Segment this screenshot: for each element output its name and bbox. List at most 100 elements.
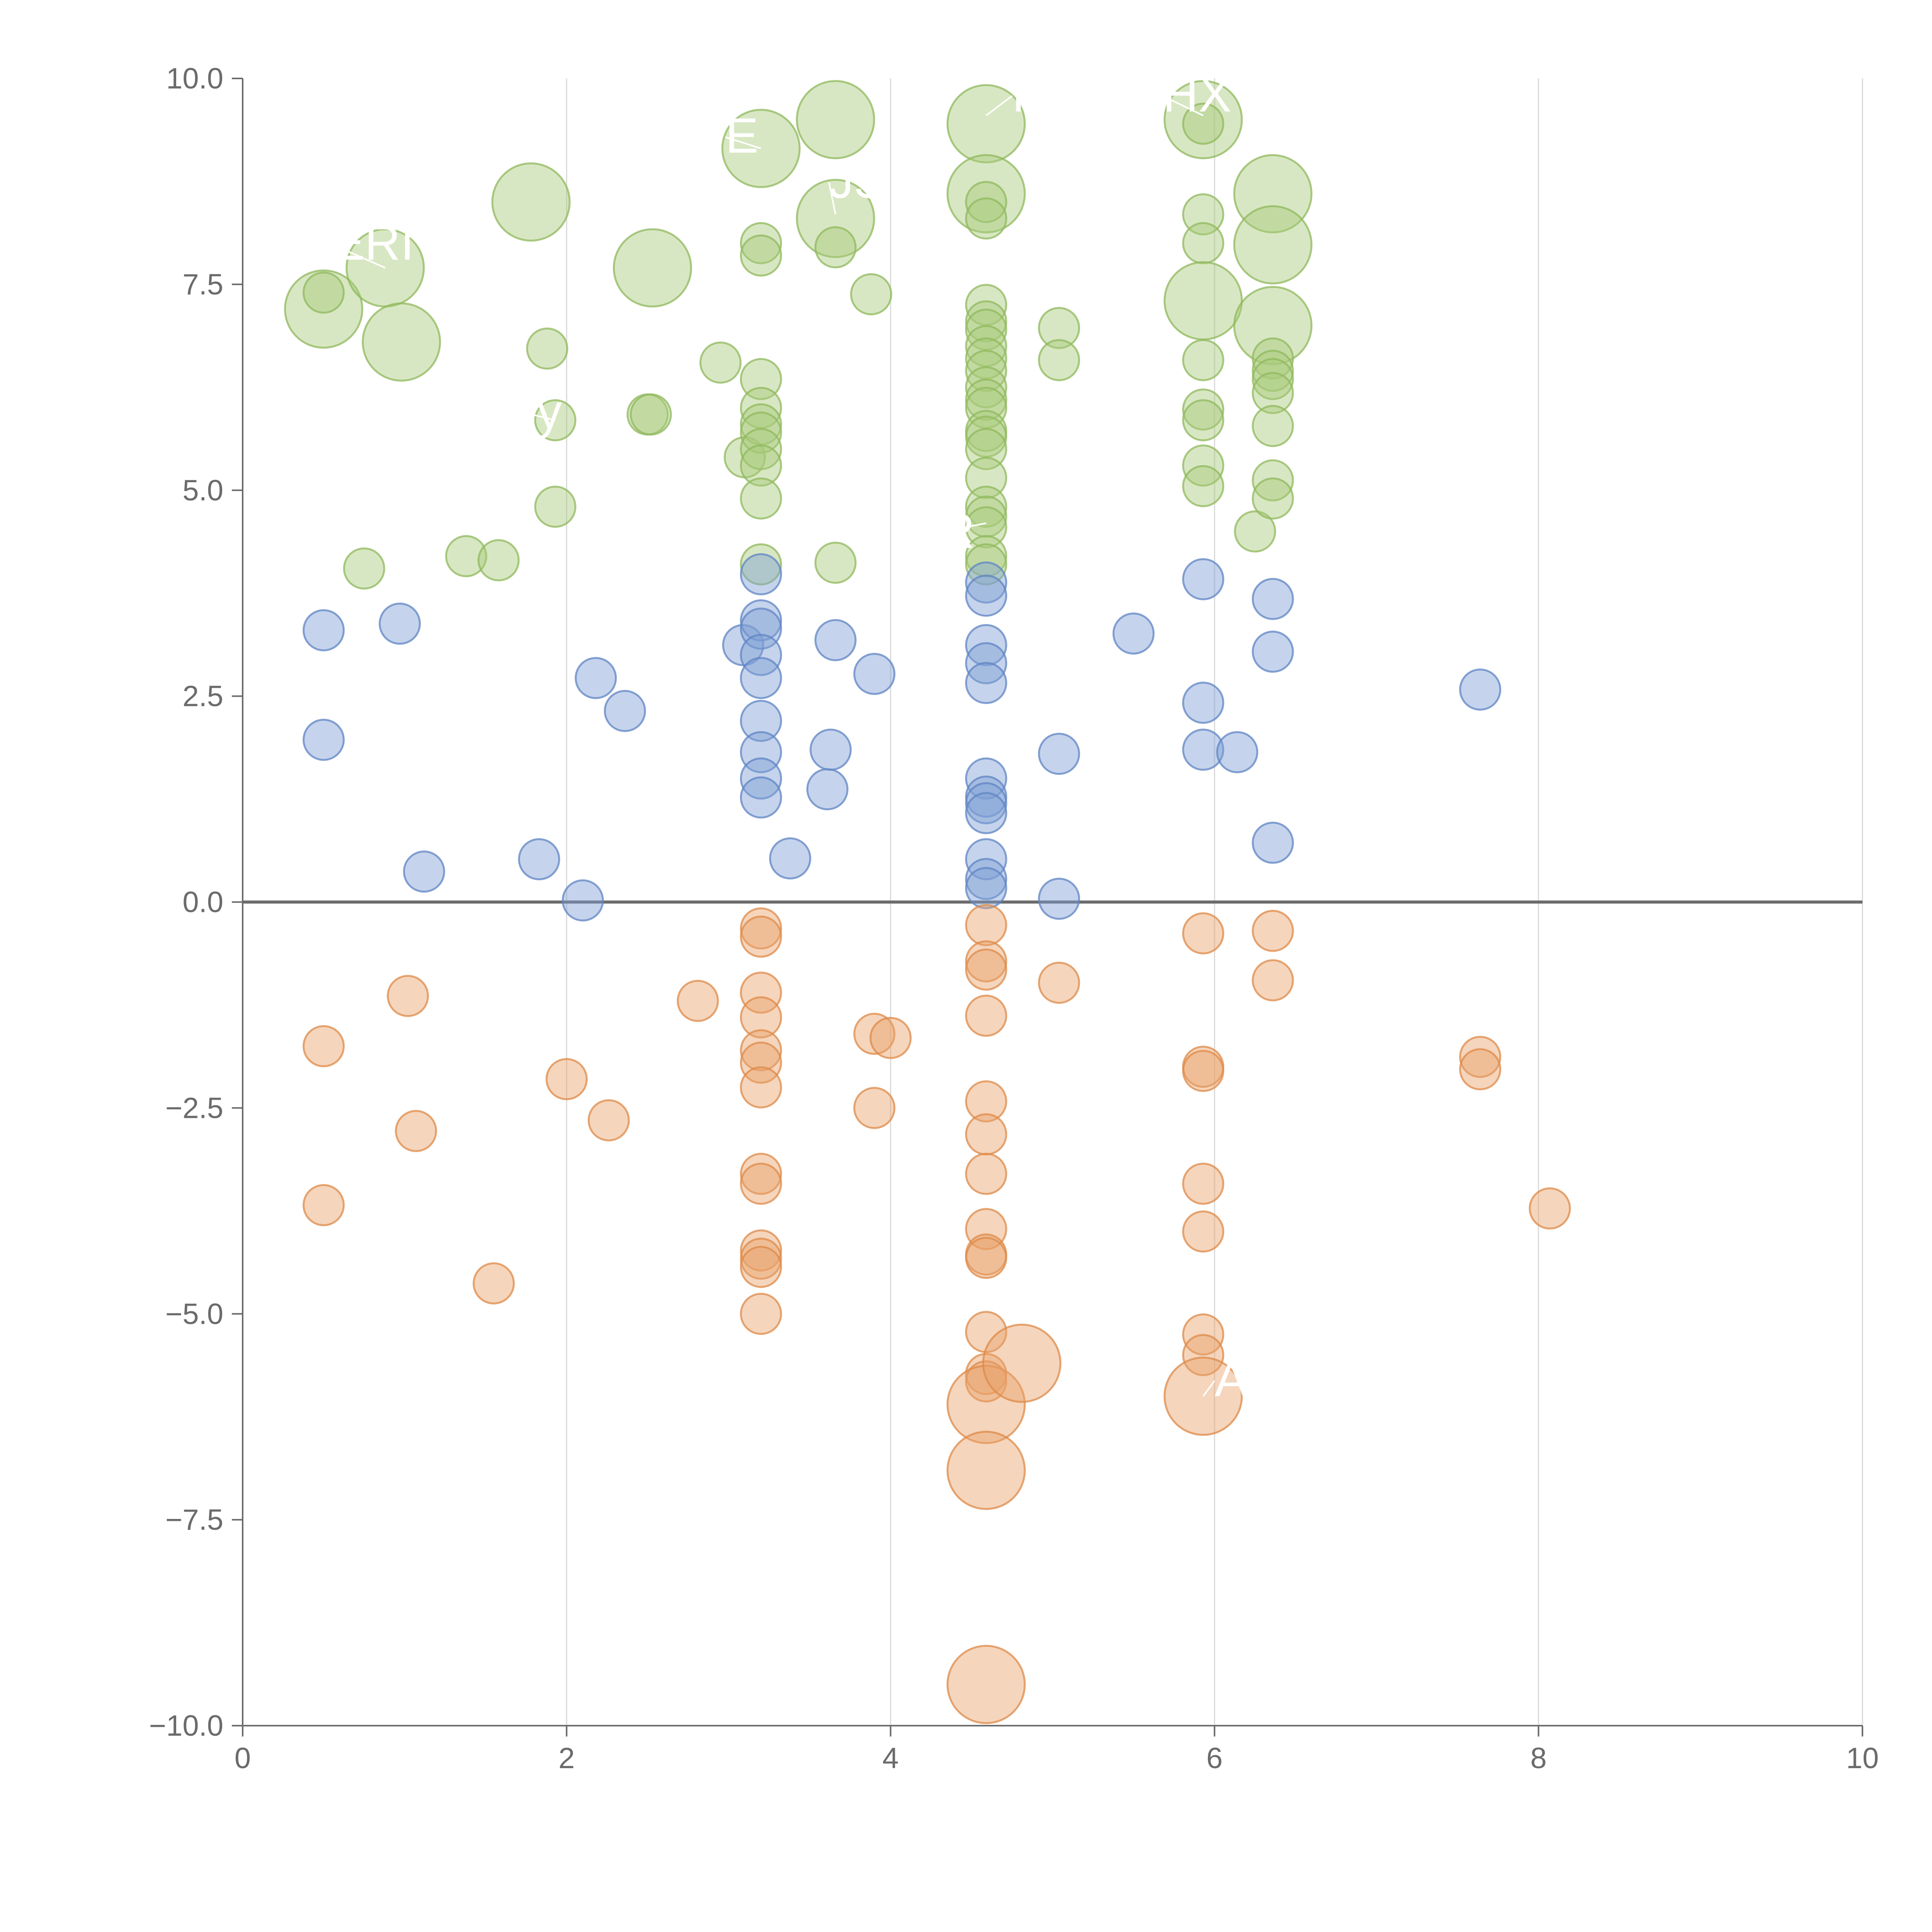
blue-bubble (740, 700, 782, 742)
label-leader-line (939, 522, 986, 533)
orange-bubble (1529, 1187, 1571, 1230)
green-bubble (796, 80, 875, 160)
green-bubble (965, 415, 1007, 458)
label-leader-line (1202, 1380, 1215, 1397)
y-tick-label: −10.0 (149, 1709, 223, 1742)
orange-bubble (965, 1311, 1007, 1353)
bubble-label: R (1012, 67, 1048, 122)
green-bubble (740, 234, 782, 277)
bubble-label: ‘y (526, 384, 562, 439)
orange-bubble (1182, 1210, 1225, 1253)
blue-bubble (1216, 731, 1259, 774)
green-bubble (1038, 339, 1080, 381)
orange-bubble (303, 1184, 345, 1226)
blue-bubble (740, 757, 782, 800)
orange-bubble (1182, 1162, 1225, 1205)
green-bubble (965, 350, 1007, 392)
green-bubble (740, 412, 782, 454)
bubble-label: HX (1163, 67, 1231, 122)
orange-bubble (982, 1323, 1061, 1403)
blue-bubble (1182, 728, 1225, 771)
blue-bubble (303, 719, 345, 761)
blue-bubble (965, 624, 1007, 666)
green-bubble (1182, 193, 1225, 236)
blue-bubble (965, 575, 1007, 617)
orange-bubble (965, 1236, 1007, 1279)
blue-bubble (740, 731, 782, 774)
green-bubble (1182, 222, 1225, 264)
green-bubble (445, 535, 487, 577)
blue-bubble (1182, 558, 1225, 600)
y-tick-label: 10.0 (166, 62, 223, 95)
green-bubble (699, 341, 742, 384)
orange-bubble (853, 1013, 896, 1055)
green-bubble (965, 543, 1007, 586)
green-bubble (965, 181, 1007, 223)
green-bubble (526, 327, 568, 370)
bubble-label: ERI (332, 215, 414, 270)
blue-bubble (303, 609, 345, 651)
blue-bubble (965, 662, 1007, 704)
bubble-label: E (725, 108, 758, 163)
orange-bubble (965, 1080, 1007, 1122)
blue-bubble (379, 602, 421, 645)
bubble-label: A (1214, 1352, 1248, 1407)
label-leader-line (828, 182, 837, 215)
orange-bubble (473, 1262, 515, 1304)
blue-bubble (965, 867, 1007, 909)
orange-bubble (946, 1430, 1026, 1510)
blue-bubble (518, 838, 560, 881)
orange-bubble (740, 1246, 782, 1288)
orange-bubble (1252, 910, 1294, 952)
green-bubble (740, 543, 782, 586)
blue-bubble (740, 607, 782, 650)
orange-bubble (946, 1645, 1026, 1724)
orange-bubble (740, 1041, 782, 1084)
orange-bubble (740, 1153, 782, 1195)
green-bubble (1252, 358, 1294, 400)
green-bubble (740, 444, 782, 487)
y-tick-label: −2.5 (165, 1092, 223, 1124)
orange-bubble (740, 915, 782, 958)
y-tick-label: −7.5 (165, 1503, 223, 1536)
blue-bubble (965, 792, 1007, 834)
y-tick-label: 7.5 (182, 268, 223, 301)
green-bubble (965, 197, 1007, 240)
orange-bubble (587, 1099, 630, 1141)
label-leader-line (526, 412, 556, 421)
blue-bubble (740, 634, 782, 676)
blue-bubble (1182, 682, 1225, 724)
green-bubble (965, 387, 1007, 429)
green-bubble (491, 162, 571, 242)
green-bubble (1252, 477, 1294, 520)
green-bubble (1233, 286, 1313, 365)
green-bubble (965, 337, 1007, 380)
green-bubble (740, 222, 782, 264)
green-bubble (1182, 102, 1225, 145)
blue-bubble (965, 782, 1007, 825)
blue-bubble (965, 561, 1007, 604)
blue-bubble (965, 858, 1007, 900)
blue-bubble (769, 837, 811, 880)
green-bubble (850, 273, 892, 315)
orange-bubble (545, 1058, 588, 1100)
bubbles (284, 80, 1571, 1724)
green-bubble (1233, 205, 1313, 285)
green-bubble (740, 387, 782, 429)
green-bubble (1038, 307, 1080, 349)
orange-bubble (1252, 959, 1294, 1002)
orange-bubble (1182, 1334, 1225, 1376)
orange-bubble (946, 1365, 1026, 1444)
blue-bubble (740, 657, 782, 699)
green-bubble (740, 428, 782, 470)
orange-bubble (965, 1153, 1007, 1195)
orange-bubble (853, 1087, 896, 1129)
green-bubble (965, 284, 1007, 326)
blue-bubble (814, 619, 857, 662)
label-leader-line (1162, 95, 1204, 116)
green-bubble (1234, 510, 1276, 553)
orange-bubble (677, 980, 719, 1022)
green-bubble (613, 228, 692, 308)
blue-bubble (1252, 578, 1294, 620)
